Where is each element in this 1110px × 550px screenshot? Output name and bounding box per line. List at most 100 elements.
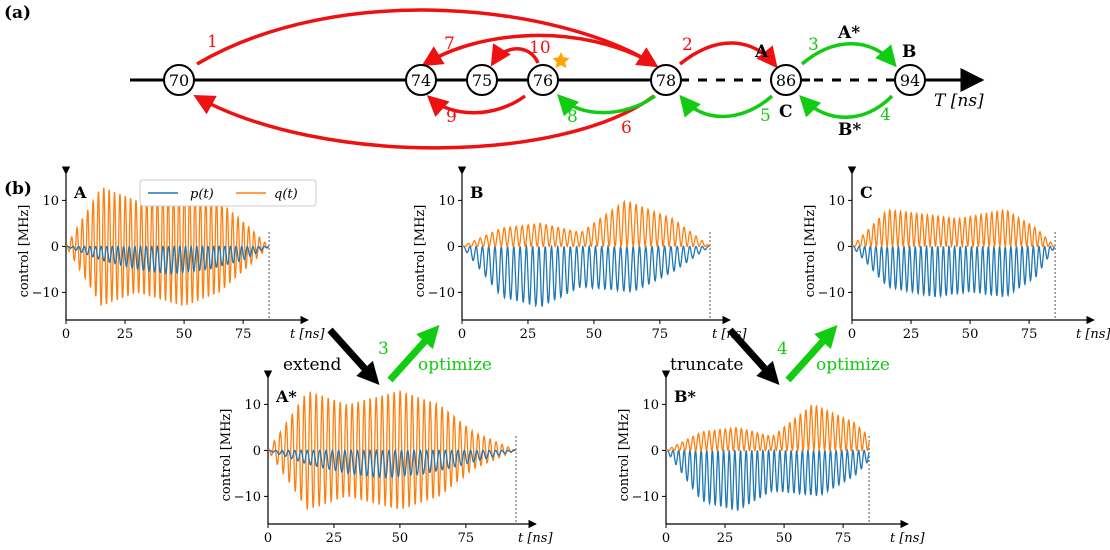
- y-axis-label: control [MHz]: [803, 205, 818, 298]
- y-tick-label: 10: [828, 194, 845, 209]
- legend-label-q: q(t): [274, 187, 298, 202]
- x-tick-label: 50: [962, 327, 979, 342]
- x-tick-label: 50: [776, 531, 793, 546]
- arrow-1: [196, 8, 659, 68]
- x-tick-label: 75: [652, 327, 669, 342]
- y-tick-label: −10: [32, 286, 59, 301]
- y-tick-label: 0: [51, 240, 59, 255]
- y-tick-label: −10: [428, 286, 455, 301]
- arrow-label-4: 4: [880, 105, 891, 125]
- x-axis-label: t [ns]: [1076, 327, 1110, 342]
- arrow-label-7: 7: [444, 34, 455, 54]
- plot-title: B*: [674, 387, 697, 406]
- x-tick-label: 0: [458, 327, 466, 342]
- series-q-line: [665, 404, 870, 453]
- svg-text:78: 78: [656, 71, 676, 90]
- transition-arrow-truncate: truncate: [670, 327, 780, 385]
- transition-label-optimize-3: optimize: [418, 355, 492, 375]
- x-tick-label: 50: [392, 531, 409, 546]
- arrow-2: [678, 41, 778, 69]
- transition-number-4: 4: [777, 339, 788, 359]
- y-tick-label: −10: [234, 490, 261, 505]
- x-tick-label: 25: [117, 327, 134, 342]
- arrow-label-8: 8: [567, 107, 578, 127]
- node-74: 74: [405, 64, 437, 96]
- arrow-label-10: 10: [529, 38, 551, 58]
- node-75: 75: [466, 64, 498, 96]
- y-axis-label: control [MHz]: [413, 205, 428, 298]
- node-78: 78: [650, 64, 682, 96]
- arrow-3: [800, 42, 897, 68]
- y-tick-label: 0: [837, 240, 845, 255]
- x-tick-label: 0: [662, 531, 670, 546]
- transition-number-3: 3: [378, 339, 389, 359]
- series-p-line: [66, 244, 270, 275]
- x-tick-label: 0: [264, 531, 272, 546]
- x-tick-label: 75: [458, 531, 475, 546]
- legend-label-p: p(t): [190, 187, 214, 202]
- y-tick-label: 10: [438, 194, 455, 209]
- x-tick-label: 25: [326, 531, 343, 546]
- x-axis-label: t [ns]: [518, 531, 553, 546]
- arrow-label-1: 1: [207, 32, 218, 52]
- plot-title: B: [470, 183, 484, 202]
- svg-text:94: 94: [900, 71, 920, 90]
- node-letter-C: C: [779, 102, 793, 122]
- y-tick-label: 0: [253, 444, 261, 459]
- transition-arrow-optimize-4: 4 optimize: [777, 325, 890, 383]
- transition-label-extend: extend: [283, 355, 341, 375]
- arrow-label-9: 9: [446, 107, 457, 127]
- svg-text:75: 75: [472, 71, 492, 90]
- arrow-label-3: 3: [808, 35, 819, 55]
- y-tick-label: 10: [42, 194, 59, 209]
- star-icon: [552, 52, 570, 68]
- y-axis-label: control [MHz]: [17, 205, 32, 298]
- arrow-label-3-extra: A*: [837, 23, 860, 43]
- svg-text:86: 86: [776, 71, 796, 90]
- y-tick-label: 10: [642, 398, 659, 413]
- x-axis-label: t [ns]: [890, 531, 925, 546]
- node-letter-A: A: [754, 42, 769, 62]
- transition-arrow-extend: extend: [283, 327, 380, 385]
- plot-title: A: [73, 183, 87, 202]
- series-p-line: [461, 243, 711, 308]
- arrow-9: [426, 94, 527, 118]
- x-tick-label: 25: [717, 531, 734, 546]
- node-76: 76: [527, 64, 559, 96]
- y-tick-label: −10: [818, 286, 845, 301]
- x-tick-label: 0: [848, 327, 856, 342]
- svg-text:76: 76: [533, 71, 553, 90]
- transition-label-truncate: truncate: [670, 355, 743, 375]
- node-70: 70: [163, 64, 195, 96]
- series-q-line: [267, 390, 516, 510]
- svg-text:70: 70: [169, 71, 189, 90]
- series-q-line: [851, 208, 1056, 249]
- y-axis-label: control [MHz]: [617, 409, 632, 502]
- x-tick-label: 75: [235, 327, 252, 342]
- series-q-line: [461, 199, 711, 249]
- arrow-6: [193, 94, 656, 150]
- node-94: 94: [894, 64, 926, 96]
- transition-label-optimize-4: optimize: [816, 355, 890, 375]
- transition-arrows: [193, 8, 897, 150]
- panel-a: (a) T [ns] 1 2 3 A* 4 B* 5 6 7 8: [4, 3, 985, 150]
- plot-title: C: [860, 183, 873, 202]
- node-86: 86: [770, 64, 802, 96]
- x-tick-label: 50: [586, 327, 603, 342]
- legend: p(t) q(t): [139, 179, 317, 207]
- timeline-nodes: 70 74 75 76 78 86 94: [163, 64, 926, 96]
- arrow-label-2: 2: [682, 35, 693, 55]
- y-axis-label: control [MHz]: [219, 409, 234, 502]
- panel-a-label: (a): [4, 3, 31, 23]
- y-tick-label: −10: [632, 490, 659, 505]
- x-tick-label: 25: [520, 327, 537, 342]
- arrow-10: [490, 43, 540, 67]
- x-axis-label: t [ns]: [290, 327, 325, 342]
- arrow-4: [799, 94, 894, 119]
